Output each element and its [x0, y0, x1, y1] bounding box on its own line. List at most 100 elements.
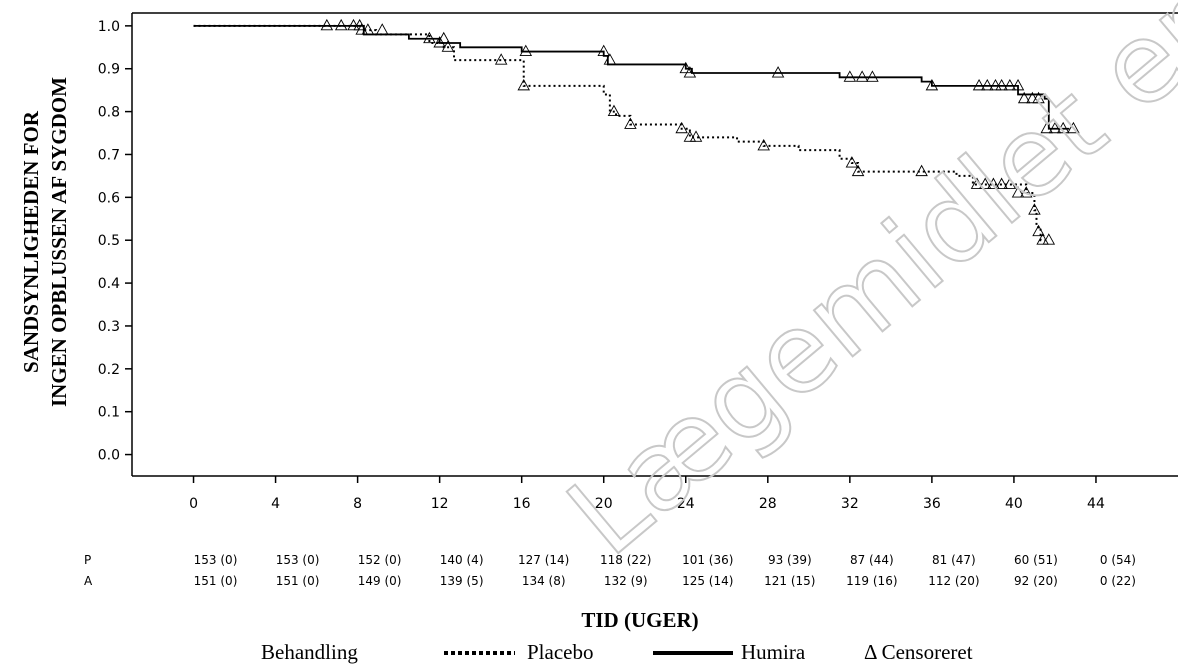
x-tick-label: 12	[431, 496, 449, 512]
risk-cell: 112 (20)	[928, 574, 979, 588]
censor-marker	[845, 156, 859, 168]
series-humira	[193, 23, 1080, 134]
y-axis-ticks: 0.0 0.1 0.2 0.3 0.4 0.5 0.6 0.7 0.8 0.9 1.0	[98, 19, 132, 464]
censor-marker	[624, 117, 637, 129]
censor-marker	[1067, 121, 1080, 134]
censor-marker	[494, 53, 508, 65]
legend-placebo-label: Placebo	[527, 640, 593, 664]
censor-marker	[1026, 91, 1039, 104]
censor-marker	[1036, 233, 1049, 245]
risk-cell: 152 (0)	[358, 553, 402, 567]
risk-cell: 139 (5)	[440, 574, 484, 588]
legend-censored-label: Δ Censoreret	[864, 640, 973, 664]
watermark: Lægemidlet er ikke længere autoriseret	[544, 0, 1178, 580]
censor-marker	[441, 40, 455, 52]
censor-marker	[987, 177, 1000, 189]
series-line-placebo	[193, 24, 1045, 242]
censor-marker	[675, 121, 688, 134]
x-tick-label: 36	[923, 496, 941, 512]
censor-marker	[433, 36, 446, 48]
censor-marker	[1003, 78, 1017, 91]
x-tick-label: 8	[353, 496, 362, 512]
risk-cell: 121 (15)	[764, 574, 815, 588]
risk-cell: 81 (47)	[932, 553, 976, 567]
censor-marker	[437, 31, 451, 44]
y-axis-title-line2: INGEN OPBLUSSEN AF SYGDOM	[47, 77, 71, 407]
x-tick-label: 20	[595, 496, 613, 512]
censor-marker	[597, 44, 610, 57]
risk-cell: 125 (14)	[682, 574, 733, 588]
censor-marker	[1003, 177, 1017, 189]
risk-cell: 127 (14)	[518, 553, 569, 567]
censor-marker	[972, 78, 986, 91]
censor-marker	[851, 164, 865, 177]
risk-cell: 93 (39)	[768, 553, 812, 567]
y-tick-label: 0.5	[98, 233, 120, 249]
x-tick-label: 40	[1005, 496, 1023, 512]
censor-marker	[683, 130, 697, 142]
censor-marker	[995, 177, 1008, 189]
censor-marker	[995, 78, 1008, 91]
y-tick-label: 0.2	[98, 362, 120, 378]
censor-marker	[679, 61, 693, 74]
legend-humira-label: Humira	[741, 640, 806, 664]
risk-cell: 0 (54)	[1100, 553, 1136, 567]
risk-row-label: A	[84, 574, 93, 588]
risk-cell: 151 (0)	[194, 574, 238, 588]
risk-cell: 153 (0)	[276, 553, 320, 567]
censor-marker	[519, 44, 533, 57]
y-tick-label: 1.0	[98, 19, 120, 35]
censor-marker	[757, 138, 770, 151]
censor-marker	[925, 78, 939, 91]
censor-marker	[1017, 91, 1031, 104]
y-axis-title-line1: SANDSYNLIGHEDEN FOR	[19, 110, 43, 373]
censor-marker	[1032, 224, 1045, 237]
censor-marker	[855, 70, 869, 82]
censor-marker	[980, 78, 994, 91]
x-tick-label: 44	[1087, 496, 1105, 512]
censor-marker	[866, 70, 879, 82]
censor-marker	[843, 70, 857, 82]
censor-marker	[915, 164, 928, 177]
risk-cell: 151 (0)	[276, 574, 320, 588]
censor-marker	[989, 78, 1002, 91]
censor-marker	[1056, 121, 1070, 134]
x-tick-label: 32	[841, 496, 859, 512]
censor-marker	[683, 66, 697, 78]
censor-marker	[347, 18, 360, 31]
risk-table: P 153 (0) 153 (0) 152 (0) 140 (4) 127 (14) 118…	[84, 553, 1136, 588]
risk-cell: 140 (4)	[440, 553, 484, 567]
risk-cell: 132 (9)	[604, 574, 648, 588]
censor-marker	[1032, 91, 1045, 104]
censor-marker	[423, 31, 436, 44]
y-tick-label: 0.6	[98, 190, 120, 206]
censor-marker	[1048, 121, 1062, 134]
x-tick-label: 28	[759, 496, 777, 512]
plot-frame	[131, 12, 1178, 477]
censor-marker	[334, 18, 348, 31]
risk-cell: 134 (8)	[522, 574, 566, 588]
censor-marker	[355, 23, 368, 35]
x-tick-label: 4	[271, 496, 280, 512]
y-tick-label: 0.0	[98, 448, 120, 464]
censor-marker	[970, 177, 984, 189]
risk-row-label: P	[84, 553, 91, 567]
risk-cell: 87 (44)	[850, 553, 894, 567]
censor-marker	[1042, 233, 1056, 245]
x-tick-label: 0	[189, 496, 198, 512]
x-tick-label: 16	[513, 496, 531, 512]
y-tick-label: 0.4	[98, 276, 120, 292]
y-tick-label: 0.3	[98, 319, 120, 335]
censor-marker	[771, 66, 785, 78]
censor-marker	[607, 104, 621, 117]
y-tick-label: 0.7	[98, 147, 120, 163]
risk-cell: 149 (0)	[358, 574, 402, 588]
risk-cell: 119 (16)	[846, 574, 897, 588]
legend: Behandling Placebo Humira Δ Censoreret	[261, 640, 973, 664]
censor-marker	[689, 130, 703, 142]
y-tick-label: 0.1	[98, 405, 120, 421]
legend-title: Behandling	[261, 640, 358, 664]
risk-cell: 0 (22)	[1100, 574, 1136, 588]
x-tick-label: 24	[677, 496, 695, 512]
